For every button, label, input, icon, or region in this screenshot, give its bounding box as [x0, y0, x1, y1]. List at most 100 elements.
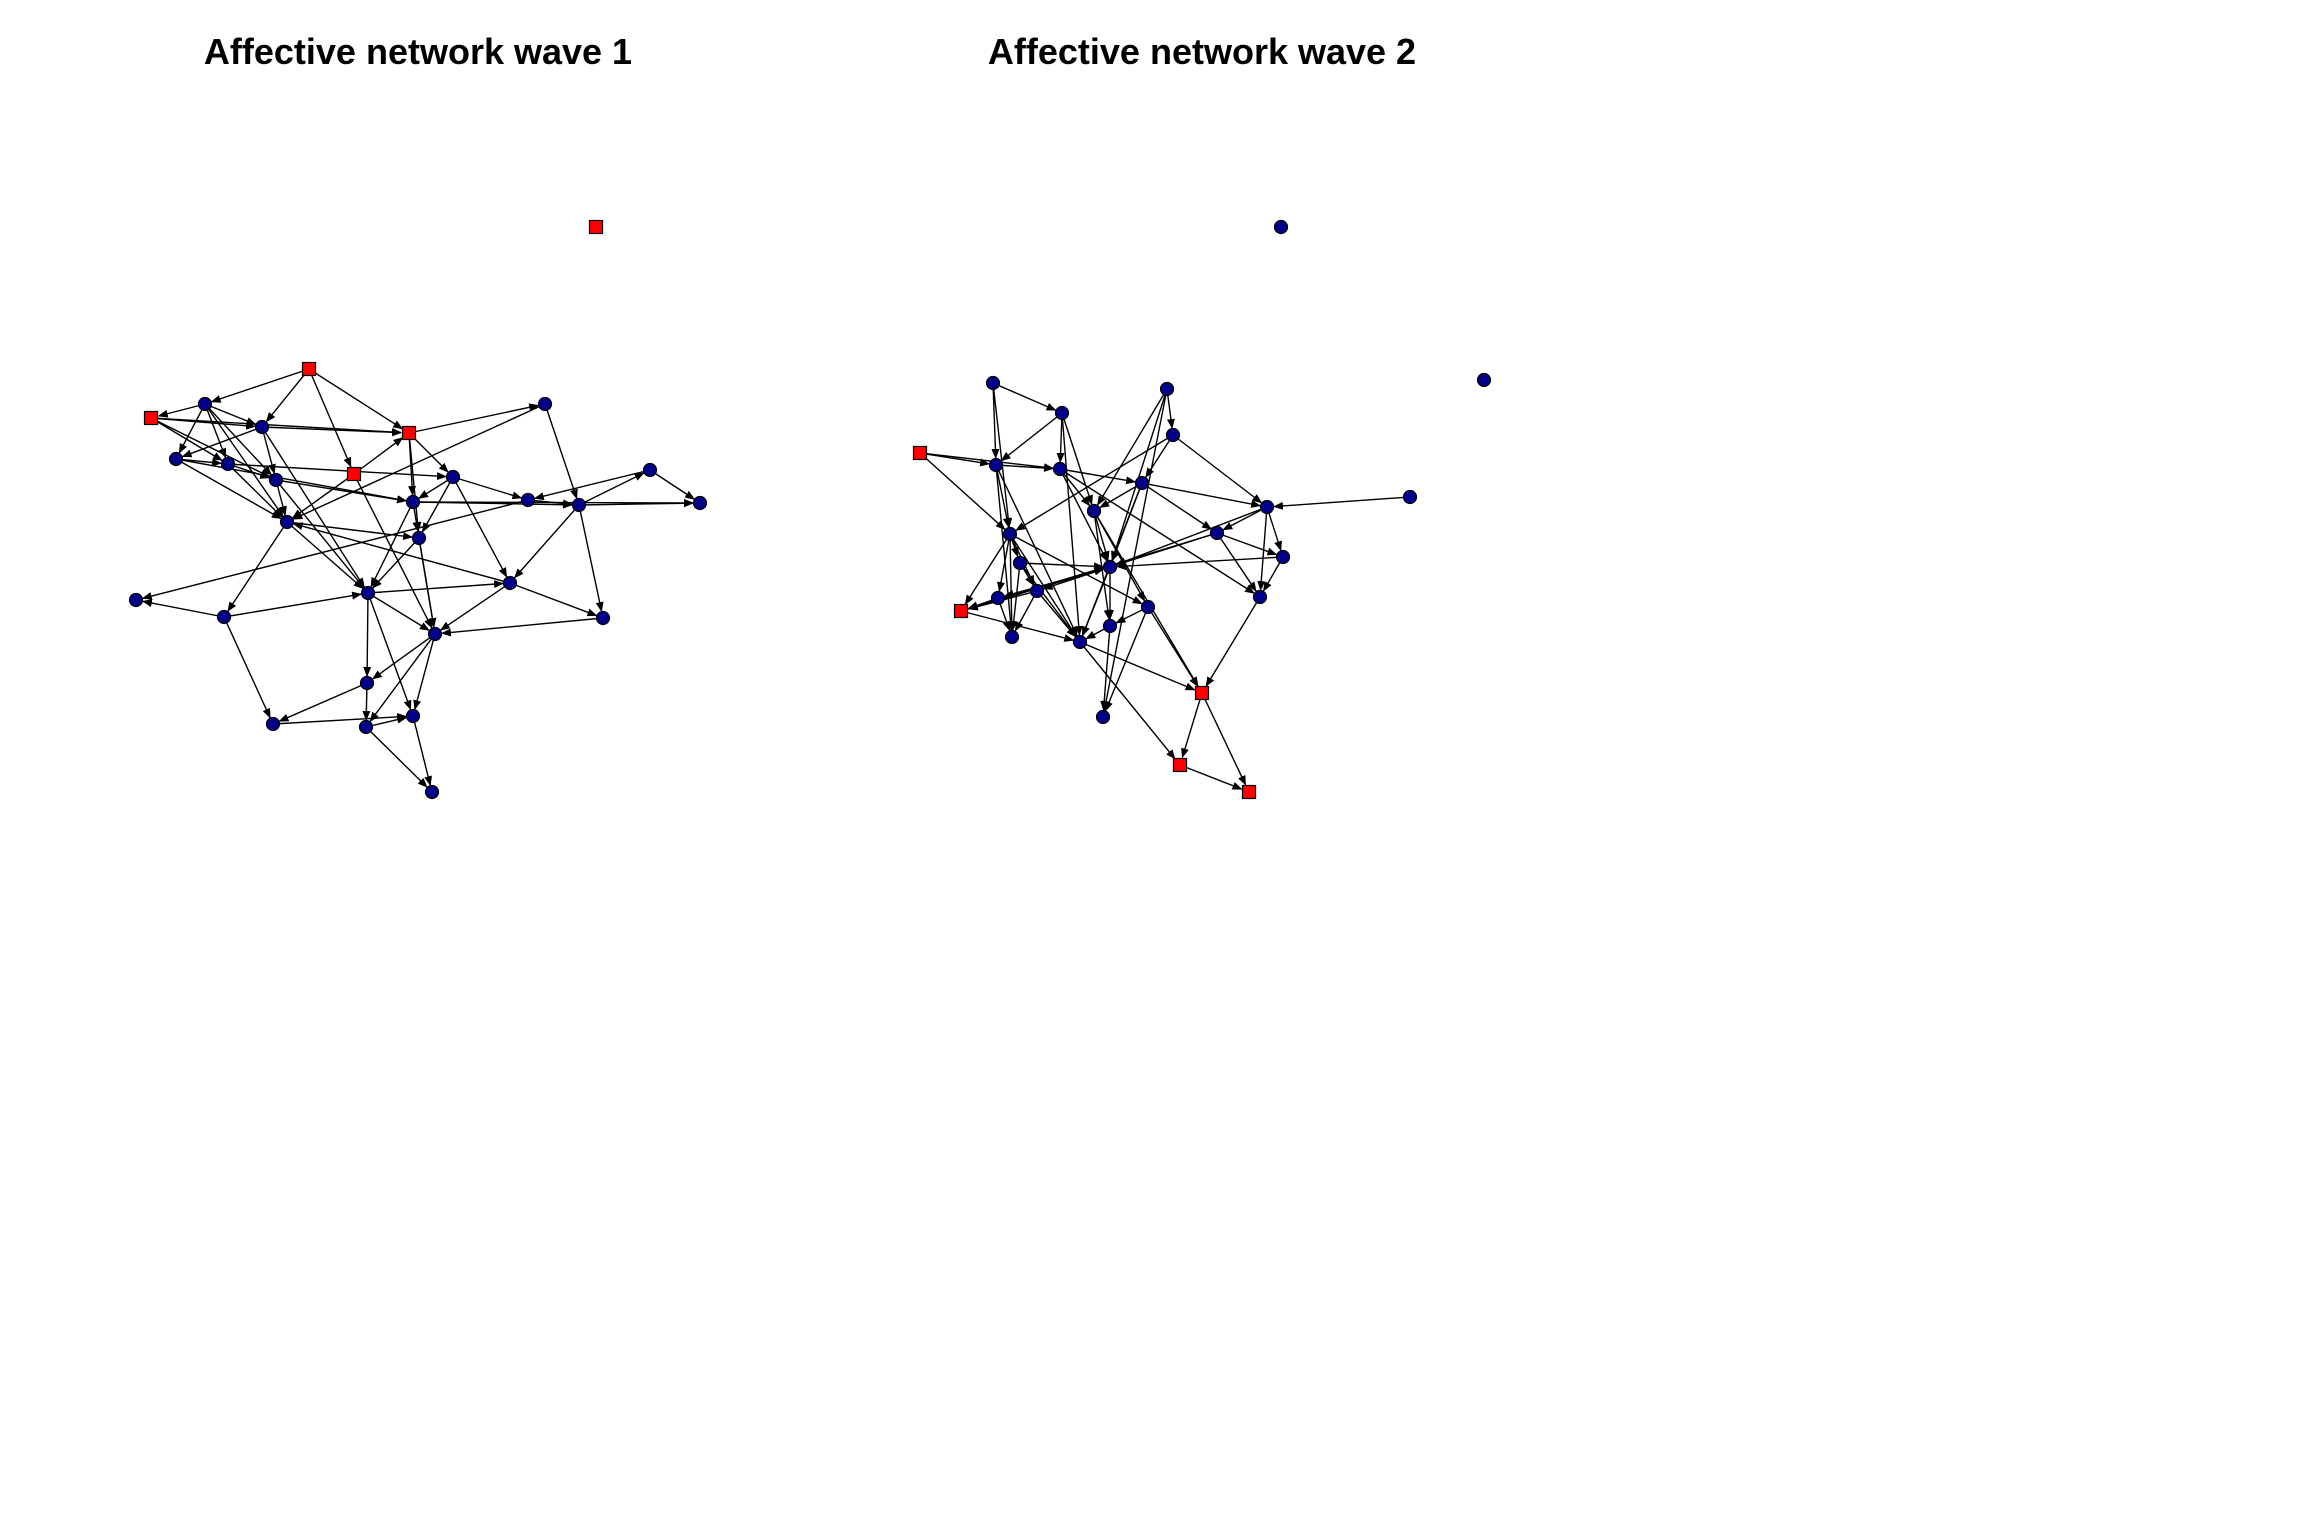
node-circle-16 — [692, 495, 708, 511]
edge-6-21 — [261, 426, 365, 588]
node-circle-17 — [1102, 559, 1118, 575]
edge-15-16 — [649, 469, 695, 500]
edge-12-21 — [370, 501, 414, 588]
node-square-29 — [1241, 784, 1257, 800]
edge-11-18 — [421, 476, 454, 533]
edge-26-28 — [272, 712, 408, 725]
node-circle-20 — [1252, 589, 1268, 605]
edge-24-27 — [369, 633, 436, 723]
node-circle-7 — [168, 451, 184, 467]
edge-6-13 — [919, 452, 1006, 530]
edge-25-28 — [1079, 641, 1176, 760]
edge-6-8 — [919, 452, 1055, 472]
node-circle-2 — [985, 375, 1001, 391]
edge-21-25 — [363, 592, 372, 678]
edge-3-18 — [408, 432, 422, 533]
edge-2-7 — [991, 382, 1000, 460]
edge-13-22 — [1009, 533, 1143, 605]
edge-21-22 — [367, 580, 505, 594]
edge-3-12 — [1096, 388, 1168, 506]
edge-20-26 — [223, 616, 271, 719]
node-circle-10 — [1402, 489, 1418, 505]
edge-5-13 — [1015, 434, 1174, 531]
edge-4-17 — [291, 473, 355, 519]
edge-11-22 — [452, 476, 508, 578]
node-square-28 — [1172, 757, 1188, 773]
edge-9-11 — [1141, 482, 1262, 508]
node-circle-14 — [571, 497, 587, 513]
edge-23-27 — [1100, 625, 1111, 712]
edge-16-17 — [1019, 562, 1105, 571]
edge-5-7 — [178, 403, 206, 454]
edge-5-17 — [204, 403, 284, 518]
edge-5-8 — [204, 403, 227, 459]
node-circle-5 — [1165, 427, 1181, 443]
edge-8-17 — [227, 463, 283, 518]
node-circle-7 — [988, 457, 1004, 473]
edge-18-24 — [418, 537, 437, 629]
edge-14-15 — [1216, 532, 1278, 556]
edge-4-7 — [1000, 412, 1063, 462]
node-circle-28 — [405, 708, 421, 724]
node-circle-0 — [1273, 219, 1289, 235]
node-square-4 — [346, 466, 362, 482]
edge-8-9 — [1059, 468, 1137, 485]
node-circle-29 — [424, 784, 440, 800]
node-circle-10 — [537, 396, 553, 412]
edge-18-24 — [1014, 590, 1038, 632]
edge-16-25 — [1019, 562, 1077, 638]
edge-9-14 — [1141, 482, 1213, 530]
edge-1-5 — [210, 368, 310, 403]
node-square-1 — [301, 361, 317, 377]
edge-12-17 — [1093, 510, 1110, 562]
edge-24-28 — [413, 633, 436, 711]
edge-9-21 — [275, 479, 365, 589]
edge-8-20 — [1059, 468, 1255, 594]
edge-5-9 — [1145, 434, 1174, 478]
edge-7-25 — [995, 464, 1078, 637]
panel-wave-2: Affective network wave 2 — [912, 31, 1492, 800]
edge-7-24 — [995, 464, 1015, 632]
edge-21-28 — [367, 592, 412, 711]
edge-4-8 — [1056, 412, 1065, 464]
node-circle-13 — [1002, 526, 1018, 542]
edge-25-26 — [278, 682, 368, 722]
node-circle-4 — [1054, 405, 1070, 421]
edge-11-14 — [1222, 506, 1268, 531]
edge-8-12 — [1059, 468, 1091, 507]
edge-14-22 — [513, 504, 580, 579]
edge-12-22 — [1093, 510, 1146, 602]
panel-title-wave-1: Affective network wave 1 — [204, 31, 632, 72]
node-circle-16 — [1012, 555, 1028, 571]
edges-wave-2 — [919, 382, 1411, 790]
edge-4-25 — [1061, 412, 1083, 637]
node-square-26 — [1194, 685, 1210, 701]
edge-1-3 — [308, 368, 404, 430]
edge-26-29 — [1201, 692, 1247, 786]
edge-13-19 — [141, 499, 529, 600]
edge-3-17 — [1111, 388, 1168, 562]
edge-22-23 — [509, 582, 598, 617]
edge-13-24 — [1007, 533, 1016, 632]
edge-28-29 — [1179, 764, 1243, 790]
nodes-wave-2 — [912, 219, 1492, 800]
node-circle-22 — [1140, 599, 1156, 615]
edge-3-10 — [408, 403, 540, 434]
node-circle-22 — [502, 575, 518, 591]
node-circle-1 — [1476, 372, 1492, 388]
edge-15-13 — [533, 469, 651, 501]
edge-21-24 — [367, 592, 430, 631]
panel-wave-1: Affective network wave 1 — [128, 31, 708, 800]
edge-8-11 — [227, 463, 448, 481]
edge-1-4 — [308, 368, 352, 468]
edges-wave-1 — [141, 368, 695, 788]
edge-13-21 — [964, 533, 1011, 606]
edge-18-21 — [372, 537, 420, 589]
node-circle-25 — [359, 675, 375, 691]
node-circle-3 — [1159, 381, 1175, 397]
edge-3-27 — [1102, 388, 1168, 712]
edge-11-13 — [452, 476, 523, 500]
edge-7-17 — [175, 458, 282, 520]
edge-5-11 — [1172, 434, 1263, 504]
